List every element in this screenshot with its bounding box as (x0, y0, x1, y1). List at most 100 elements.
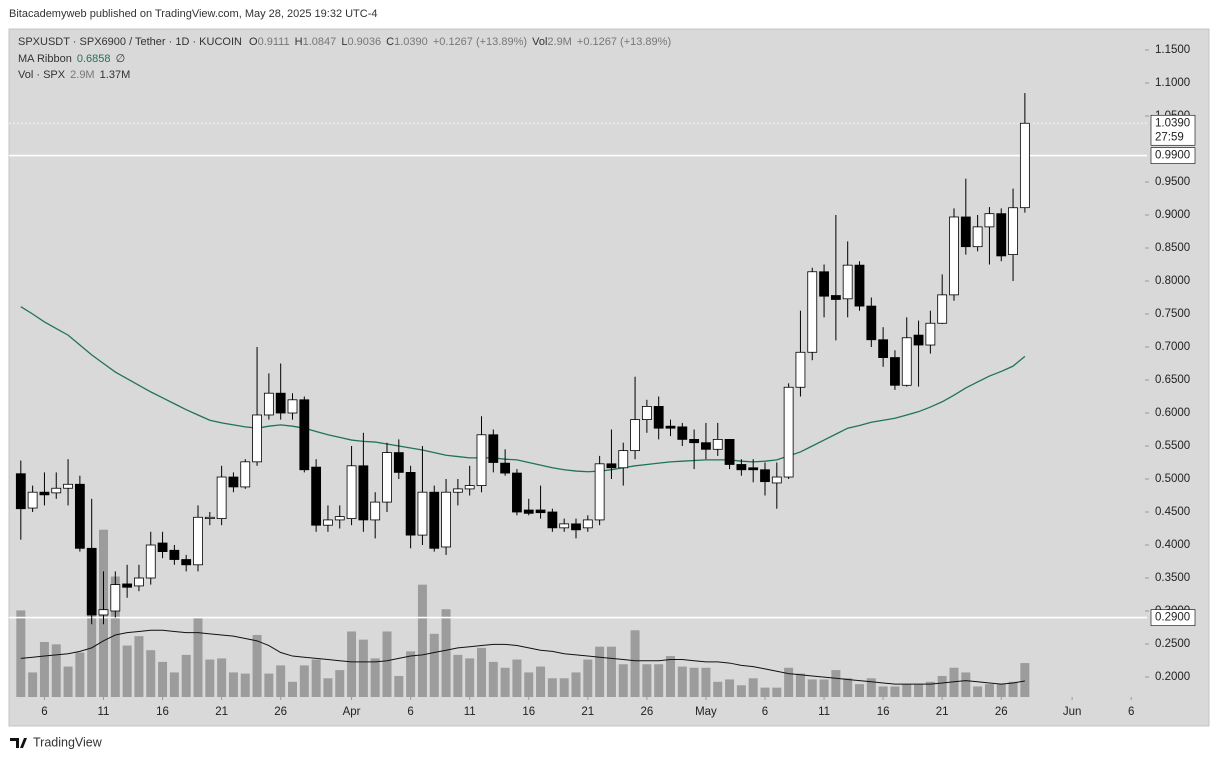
candle-body (1008, 207, 1018, 255)
volume-bar (240, 673, 250, 697)
candle-body (63, 483, 73, 489)
volume-bar (335, 670, 345, 697)
volume-bar (866, 678, 876, 697)
x-tick-label: May (695, 706, 717, 718)
candle-body (641, 406, 652, 421)
x-tick-label: 6 (1128, 706, 1134, 718)
x-tick-label: 26 (995, 706, 1008, 718)
plot: 0.20000.25000.30000.35000.40000.45000.50… (9, 44, 1196, 718)
y-tick-label: 0.3500 (1155, 572, 1190, 584)
candle-body (512, 472, 522, 513)
volume-bar (795, 673, 805, 697)
candle-body (452, 488, 463, 493)
candle-body (228, 476, 239, 488)
volume-bar (736, 685, 746, 697)
candle-body (630, 419, 640, 452)
candle-body (500, 462, 511, 474)
volume-bar (394, 675, 404, 697)
candle-body (252, 414, 262, 463)
volume-bar (559, 678, 569, 697)
y-tick-label: 0.6000 (1155, 407, 1190, 419)
candle-body (783, 386, 794, 478)
y-tick-label: 0.7000 (1155, 341, 1190, 353)
volume-bar (512, 659, 522, 697)
y-tick-label: 0.5000 (1155, 473, 1190, 485)
y-tick-label: 0.2000 (1155, 671, 1190, 683)
y-tick-label: 0.9000 (1155, 209, 1190, 221)
candle-body (429, 491, 440, 549)
volume-bar (358, 639, 368, 697)
candle-body (145, 544, 156, 579)
volume-bar (228, 672, 238, 697)
volume-bar (996, 684, 1006, 697)
candle-body (771, 476, 782, 484)
value: 0.9111 (258, 36, 290, 48)
volume-bar (51, 644, 61, 697)
logo: TradingView (10, 735, 103, 749)
candle-body (689, 439, 700, 444)
candle-body (204, 516, 215, 520)
candle-body (51, 487, 62, 494)
y-tick-label: 0.6500 (1155, 374, 1190, 386)
header: Bitacademyweb published on TradingView.c… (9, 8, 378, 20)
symbol: SPXUSDT · SPX6900 / Tether · 1D · KUCOIN (18, 36, 242, 48)
x-tick-label: 6 (762, 706, 768, 718)
volume-bar (453, 654, 463, 697)
legend-line: MA Ribbon 0.6858 ∅ (18, 53, 125, 65)
volume-bar (760, 687, 770, 697)
y-tick-label: 0.8500 (1155, 242, 1190, 254)
volume-bar (16, 610, 26, 697)
volume-bar (217, 658, 227, 697)
value: 0.9036 (347, 36, 381, 48)
change: +0.1267 (+13.89%) (577, 36, 671, 48)
volume-bar (299, 665, 309, 697)
volume-bar (477, 647, 486, 697)
candle-body (346, 465, 357, 520)
volume-bar (784, 667, 794, 697)
volume-bar (417, 584, 427, 697)
y-tick-label: 0.2500 (1155, 638, 1190, 650)
volume-bar (677, 666, 687, 697)
key: O (249, 36, 258, 48)
footer: TradingView (33, 735, 103, 749)
chart-area (8, 28, 1210, 727)
vol-ma-value: 1.37M (100, 69, 131, 81)
candle-body (240, 461, 251, 488)
volume-bar (524, 672, 534, 697)
candle-body (181, 559, 192, 566)
candle-body (39, 491, 50, 496)
volume-bar (75, 652, 85, 697)
candle-body (27, 491, 38, 509)
volume-bar (288, 681, 297, 697)
candle-body (878, 339, 889, 358)
volume-bar (890, 686, 900, 697)
x-tick-label: 26 (274, 706, 287, 718)
volume-bar (146, 650, 156, 697)
x-tick-label: 6 (41, 706, 47, 718)
volume-bar (748, 678, 758, 697)
candle-body (98, 609, 109, 616)
candle-body (523, 509, 534, 514)
key: C (386, 36, 394, 48)
candle-body (866, 305, 877, 341)
volume-bar (902, 684, 912, 697)
volume-bar (772, 687, 782, 697)
volume-bar (311, 659, 321, 697)
volume-bar (701, 667, 711, 697)
x-tick-label: 11 (818, 706, 830, 718)
volume-bar (347, 631, 357, 697)
x-tick-label: 21 (581, 706, 594, 718)
candle-body (795, 351, 806, 388)
candle-body (736, 464, 747, 471)
price-label-box (1150, 609, 1196, 626)
candle-body (854, 264, 865, 307)
candle-body (417, 491, 428, 536)
x-tick-label: Jun (1063, 706, 1082, 718)
x-tick-label: 11 (98, 706, 110, 718)
candle-body (677, 426, 688, 440)
value: 2.9M (547, 36, 571, 48)
candle-body (287, 399, 298, 414)
candle-body (925, 322, 936, 346)
candle-body (134, 577, 144, 587)
